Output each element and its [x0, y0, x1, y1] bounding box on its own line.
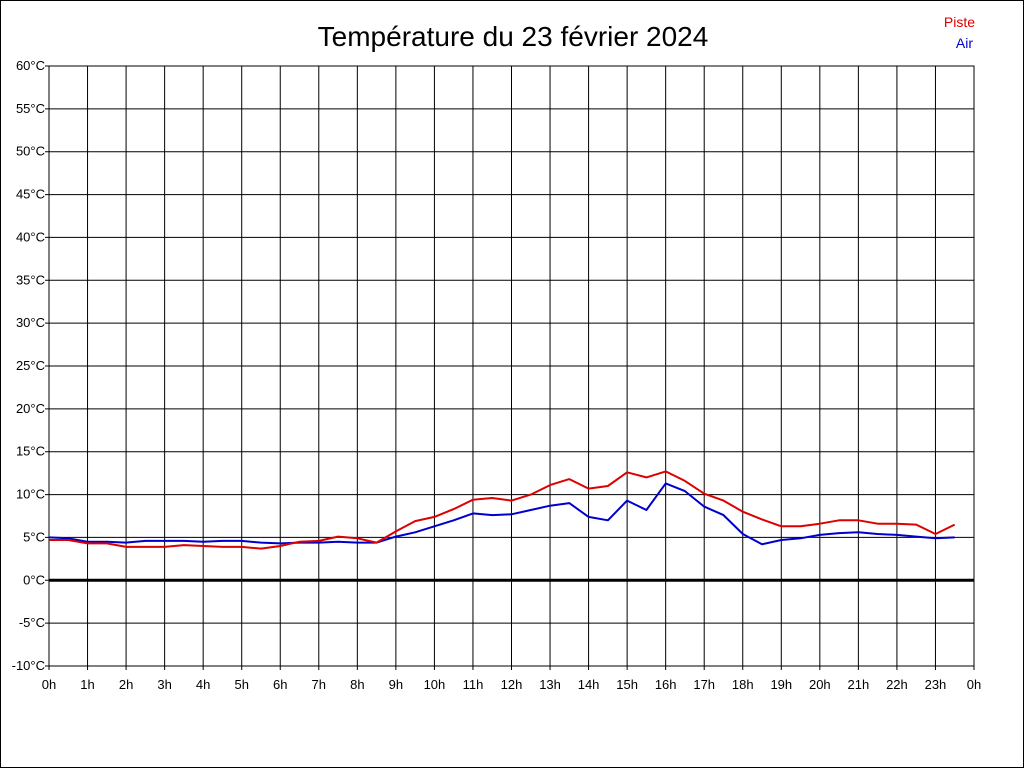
x-tick-label: 18h [732, 677, 754, 692]
y-tick-label: 55°C [16, 101, 45, 116]
chart-title: Température du 23 février 2024 [318, 21, 709, 52]
x-tick-label: 21h [848, 677, 870, 692]
y-tick-label: 35°C [16, 272, 45, 287]
x-tick-label: 11h [463, 677, 484, 692]
x-tick-label: 13h [539, 677, 561, 692]
x-tick-label: 6h [273, 677, 287, 692]
y-tick-label: 10°C [16, 487, 45, 502]
x-tick-label: 1h [80, 677, 94, 692]
y-tick-label: -5°C [19, 615, 45, 630]
x-tick-label: 19h [770, 677, 792, 692]
x-tick-label: 5h [234, 677, 248, 692]
y-tick-label: 45°C [16, 187, 45, 202]
x-tick-label: 9h [389, 677, 403, 692]
y-tick-label: 0°C [23, 572, 45, 587]
y-tick-label: 50°C [16, 144, 45, 159]
x-tick-label: 8h [350, 677, 364, 692]
y-tick-label: 20°C [16, 401, 45, 416]
series-line-air [48, 482, 955, 546]
x-tick-label: 0h [967, 677, 981, 692]
series-line-piste [49, 470, 956, 550]
x-tick-label: 4h [196, 677, 210, 692]
x-tick-label: 20h [809, 677, 831, 692]
y-tick-label: 30°C [16, 315, 45, 330]
x-tick-label: 10h [424, 677, 446, 692]
y-tick-label: -10°C [12, 658, 45, 673]
x-tick-label: 7h [312, 677, 326, 692]
y-tick-label: 60°C [16, 58, 45, 73]
y-tick-label: 5°C [23, 529, 45, 544]
y-tick-label: 25°C [16, 358, 45, 373]
x-tick-label: 2h [119, 677, 133, 692]
legend-air: Air [956, 35, 973, 51]
x-tick-label: 3h [157, 677, 171, 692]
y-tick-label: 40°C [16, 229, 45, 244]
grid [45, 65, 975, 670]
legend-piste: Piste [944, 14, 975, 30]
x-tick-label: 12h [501, 677, 523, 692]
series-lines [48, 470, 956, 550]
x-tick-label: 17h [693, 677, 715, 692]
axis-labels: -10°C -5°C 0°C 5°C 10°C 15°C 20°C 25°C 30°C 35°C 4… [12, 58, 982, 692]
x-tick-label: 16h [655, 677, 677, 692]
x-tick-label: 23h [925, 677, 947, 692]
x-tick-label: 0h [42, 677, 56, 692]
x-tick-label: 22h [886, 677, 908, 692]
x-tick-label: 15h [616, 677, 638, 692]
x-tick-label: 14h [578, 677, 600, 692]
y-tick-label: 15°C [16, 444, 45, 459]
